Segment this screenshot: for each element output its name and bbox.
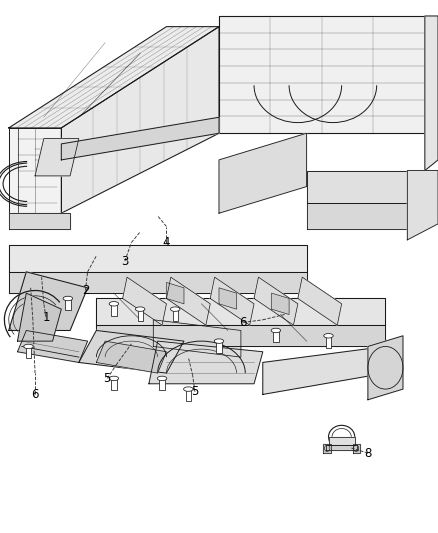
Polygon shape	[353, 444, 360, 453]
Ellipse shape	[170, 307, 180, 311]
Polygon shape	[307, 171, 416, 203]
Ellipse shape	[157, 376, 167, 381]
Bar	[138, 309, 143, 321]
Bar	[26, 346, 31, 358]
Polygon shape	[9, 245, 307, 272]
Ellipse shape	[271, 328, 281, 333]
Ellipse shape	[184, 387, 193, 391]
Polygon shape	[298, 277, 342, 325]
Polygon shape	[210, 277, 254, 325]
Polygon shape	[96, 341, 166, 373]
Ellipse shape	[63, 296, 73, 301]
Polygon shape	[263, 346, 385, 394]
Text: 5: 5	[191, 385, 198, 398]
Text: 6: 6	[239, 316, 247, 329]
Polygon shape	[9, 272, 88, 330]
Polygon shape	[326, 445, 357, 450]
Polygon shape	[153, 320, 241, 357]
Polygon shape	[18, 293, 61, 341]
Text: 4: 4	[162, 236, 170, 249]
Polygon shape	[96, 298, 385, 325]
Polygon shape	[9, 27, 219, 128]
Bar	[273, 330, 279, 342]
Polygon shape	[61, 27, 219, 213]
Polygon shape	[219, 133, 307, 213]
Bar	[186, 389, 191, 401]
Bar	[173, 309, 178, 321]
Polygon shape	[96, 325, 385, 346]
Ellipse shape	[214, 339, 224, 343]
Polygon shape	[219, 16, 425, 133]
Text: 8: 8	[364, 447, 371, 459]
Ellipse shape	[324, 334, 333, 338]
Text: 5: 5	[104, 372, 111, 385]
Text: 2: 2	[81, 284, 89, 297]
Bar	[65, 298, 71, 310]
Polygon shape	[307, 203, 416, 229]
Polygon shape	[166, 282, 184, 304]
Polygon shape	[61, 117, 219, 160]
Ellipse shape	[109, 302, 119, 306]
Bar	[111, 378, 117, 390]
Bar	[326, 336, 331, 348]
Polygon shape	[9, 128, 61, 213]
Bar	[216, 341, 222, 353]
Polygon shape	[328, 437, 355, 445]
Text: 6: 6	[31, 388, 39, 401]
Bar	[159, 378, 165, 390]
Polygon shape	[425, 16, 438, 171]
Polygon shape	[123, 277, 166, 325]
Polygon shape	[272, 293, 289, 314]
Polygon shape	[219, 288, 237, 309]
Polygon shape	[35, 139, 79, 176]
Text: 3: 3	[121, 255, 128, 268]
Polygon shape	[9, 213, 70, 229]
Polygon shape	[166, 277, 210, 325]
Polygon shape	[9, 272, 307, 293]
Ellipse shape	[24, 344, 33, 349]
Polygon shape	[407, 171, 438, 240]
Polygon shape	[18, 330, 88, 362]
Polygon shape	[79, 330, 184, 373]
Bar	[111, 304, 117, 316]
Ellipse shape	[135, 307, 145, 311]
Polygon shape	[368, 336, 403, 400]
Ellipse shape	[109, 376, 119, 381]
Polygon shape	[149, 341, 263, 384]
Polygon shape	[323, 444, 331, 453]
Text: 1: 1	[42, 311, 50, 324]
Polygon shape	[254, 277, 298, 325]
